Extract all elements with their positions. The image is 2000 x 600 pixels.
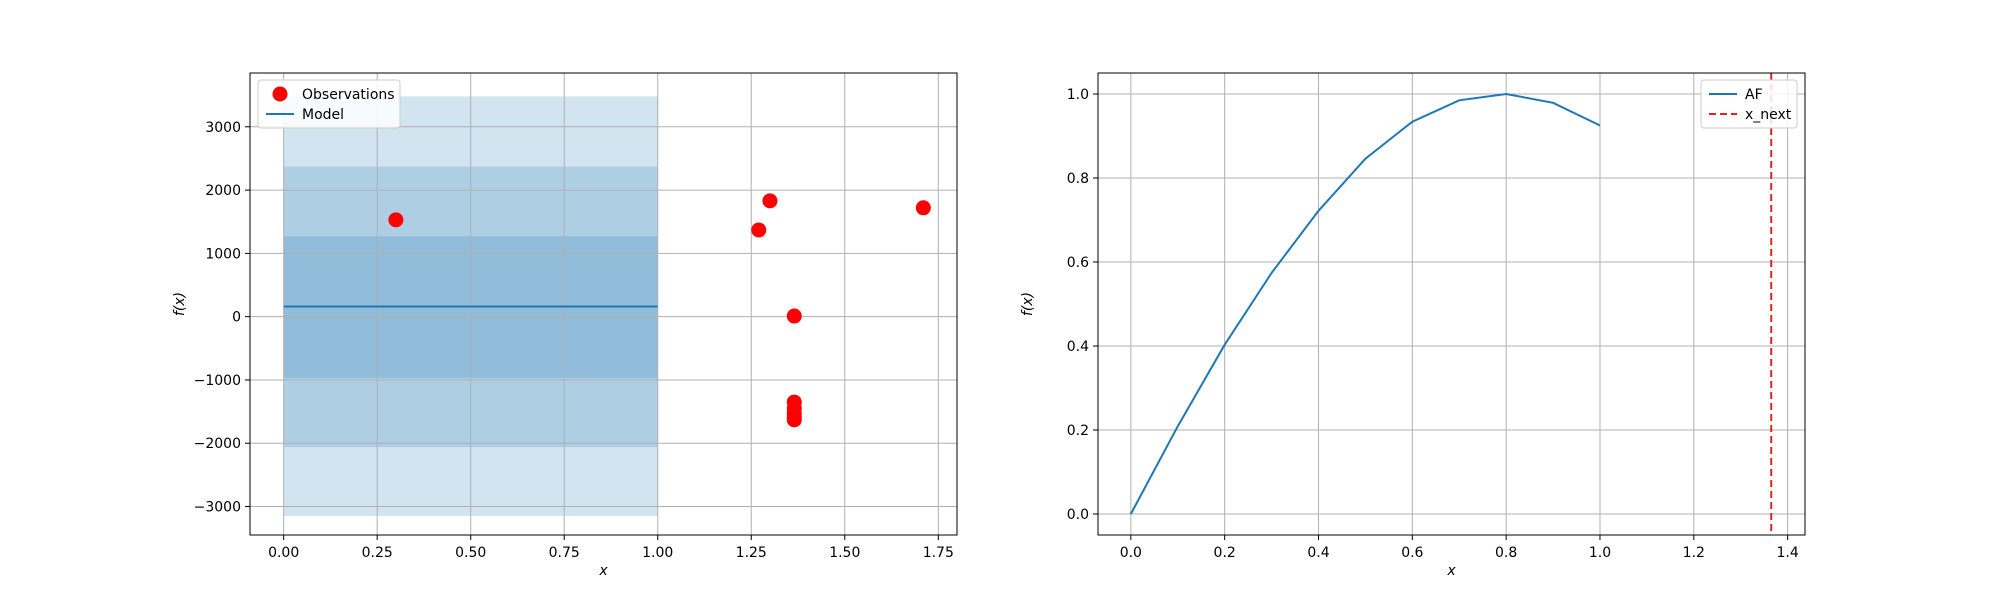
y-tick-label-2: 0.4 [1067,339,1089,355]
observation-point-4 [786,308,802,324]
observation-point-10 [915,200,931,216]
observation-point-9 [786,412,802,428]
x-axis-label: x [598,563,608,579]
y-tick-label-2: −1000 [194,373,241,389]
x-tick-label-7: 1.75 [923,545,954,561]
legend-marker-observations [272,86,288,102]
x-tick-label-4: 0.8 [1495,545,1517,561]
right-chart: 0.0 0.2 0.4 0.6 0.8 1.0 1.2 1.4 0.0 0.2 0.4 0.6 0.8 1… [1020,72,1806,579]
y-tick-label-0: −3000 [194,500,241,516]
y-tick-label-3: 0.6 [1067,255,1089,271]
x-tick-label-5: 1.0 [1589,545,1611,561]
y-tick-label-3: 0 [232,310,241,326]
x-axis-label: x [1446,563,1456,579]
x-tick-label-6: 1.50 [829,545,860,561]
series-line-af [1129,92,1601,515]
legend-box [257,79,401,129]
y-tick-label-4: 0.8 [1067,171,1089,187]
legend-label-observations: Observations [302,87,395,103]
x-tick-label-2: 0.50 [455,545,486,561]
x-tick-label-2: 0.4 [1307,545,1329,561]
y-tick-label-6: 3000 [205,120,241,136]
x-tick-label-5: 1.25 [736,545,767,561]
observation-point-1 [388,212,404,228]
y-axis-label: f(x) [1020,292,1036,316]
x-tick-label-3: 0.75 [549,545,580,561]
legend: Observations Model [257,79,401,129]
y-tick-label-5: 2000 [205,183,241,199]
x-tick-label-3: 0.6 [1401,545,1423,561]
x-tick-label-1: 0.2 [1214,545,1236,561]
legend-label-af: AF [1745,87,1763,103]
x-tick-label-0: 0.00 [268,545,299,561]
y-tick-label-0: 0.0 [1067,507,1089,523]
legend-box [1700,79,1798,129]
x-tick-label-7: 1.4 [1777,545,1799,561]
y-tick-label-4: 1000 [205,246,241,262]
y-tick-label-5: 1.0 [1067,87,1089,103]
x-tick-label-0: 0.0 [1120,545,1142,561]
x-tick-label-4: 1.00 [642,545,673,561]
axes-frame [249,72,958,536]
observation-point-2 [751,222,767,238]
x-tick-label-1: 0.25 [362,545,393,561]
left-chart: 0.00 0.25 0.50 0.75 1.00 1.25 1.50 1.75 −3000 −20… [172,72,958,579]
legend-label-x-next: x_next [1745,107,1792,123]
legend: AF x_next [1700,79,1798,129]
legend-label-model: Model [302,107,344,123]
y-tick-label-1: 0.2 [1067,423,1089,439]
x-tick-label-6: 1.2 [1683,545,1705,561]
axes-frame [1097,72,1806,536]
y-axis-label: f(x) [172,292,188,316]
y-tick-label-1: −2000 [194,436,241,452]
grid [1098,73,1805,535]
observation-point-3 [762,193,778,209]
